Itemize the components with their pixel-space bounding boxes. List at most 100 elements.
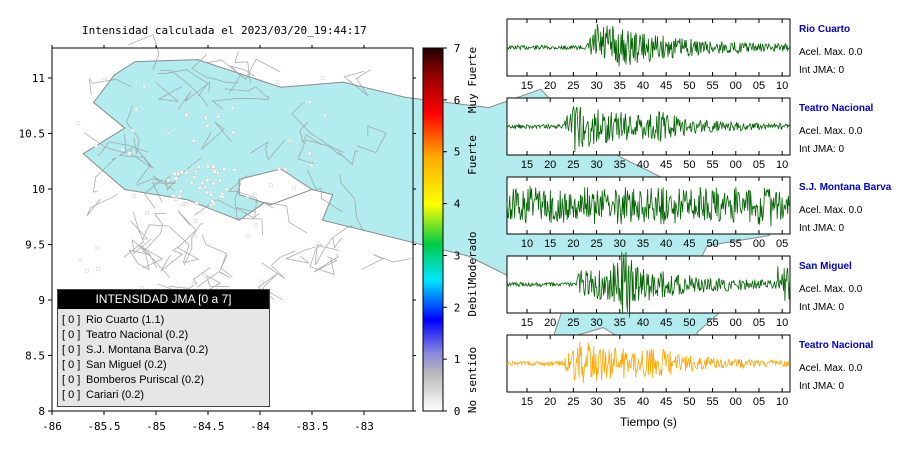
map-y-tick-label: 10 <box>32 183 45 196</box>
legend-station-label: Bomberos Puriscal (0.2) <box>86 374 204 386</box>
station-name: Teatro Nacional <box>799 340 874 351</box>
map-y-tick-label: 8 <box>38 405 45 418</box>
seismogram-tick-label: 40 <box>637 159 649 171</box>
legend-intensity-box: [ 0 ] <box>62 359 81 371</box>
town-markers <box>76 76 327 296</box>
colorbar-tick-label: 5 <box>454 146 461 159</box>
seismogram-tick-label: 25 <box>567 317 579 329</box>
seismogram-tick-label: 30 <box>590 159 602 171</box>
seismogram-tick-label: 55 <box>730 238 742 250</box>
seismogram-tick-label: 30 <box>590 317 602 329</box>
seismogram-tick-label: 20 <box>544 396 556 408</box>
colorbar-category-label: Moderado <box>466 232 479 285</box>
station-name: Teatro Nacional <box>799 103 874 114</box>
seismogram-tick-label: 40 <box>637 396 649 408</box>
seismogram-tick-label: 30 <box>614 238 626 250</box>
seismogram-tick-label: 20 <box>544 317 556 329</box>
station-jma-intensity: Int JMA: 0 <box>799 381 845 392</box>
seismogram-tick-label: 20 <box>544 80 556 92</box>
legend-row: [ 0 ] Rio Cuarto (1.1) <box>58 313 269 328</box>
seismogram-tick-label: 00 <box>753 238 765 250</box>
colorbar-tick-label: 3 <box>454 249 461 262</box>
seismogram-tick-label: 40 <box>637 317 649 329</box>
colorbar-category-label: No sentido <box>466 347 479 413</box>
station-jma-intensity: Int JMA: 0 <box>799 223 845 234</box>
seismogram-tick-label: 20 <box>567 238 579 250</box>
seismogram-tick-label: 05 <box>776 238 788 250</box>
seismogram-tick-label: 05 <box>753 317 765 329</box>
seismogram-tick-label: 15 <box>521 159 533 171</box>
map-x-tick-label: -84 <box>250 420 270 433</box>
seismogram-tick-label: 00 <box>730 396 742 408</box>
seismogram-tick-label: 10 <box>521 238 533 250</box>
seismogram-tick-label: 35 <box>614 396 626 408</box>
intensity-legend: INTENSIDAD JMA [0 a 7] [ 0 ] Rio Cuarto (… <box>57 289 270 407</box>
station-name: S.J. Montana Barva <box>799 182 892 193</box>
colorbar-category-label: Fuerte <box>466 135 479 175</box>
road-network <box>84 34 412 308</box>
seismogram-tick-label: 55 <box>706 317 718 329</box>
station-jma-intensity: Int JMA: 0 <box>799 144 845 155</box>
map-y-tick-label: 10.5 <box>19 128 46 141</box>
legend-station-label: Rio Cuarto (1.1) <box>86 314 165 326</box>
seismogram-trace <box>506 23 791 67</box>
map-y-tick-label: 9 <box>38 294 45 307</box>
seismogram-trace <box>506 341 791 384</box>
seismogram-tick-label: 15 <box>521 317 533 329</box>
time-axis-label: Tiempo (s) <box>620 415 677 429</box>
seismogram-tick-label: 10 <box>776 317 788 329</box>
seismogram-tick-label: 25 <box>567 80 579 92</box>
seismogram-tick-label: 05 <box>753 80 765 92</box>
seismogram-tick-label: 35 <box>614 159 626 171</box>
seismogram-tick-label: 45 <box>683 238 695 250</box>
seismogram-tick-label: 45 <box>660 159 672 171</box>
seismogram-tick-label: 50 <box>683 159 695 171</box>
seismogram-tick-label: 35 <box>614 317 626 329</box>
legend-intensity-box: [ 0 ] <box>62 344 81 356</box>
map-x-tick-label: -85 <box>146 420 166 433</box>
legend-row: [ 0 ] Cariari (0.2) <box>58 388 269 403</box>
map-title: Intensidad calculada el 2023/03/20_19:44… <box>82 24 367 37</box>
seismogram-tick-label: 55 <box>706 80 718 92</box>
colorbar-tick-label: 1 <box>454 353 461 366</box>
seismogram-tick-label: 30 <box>590 396 602 408</box>
map-y-tick-label: 8.5 <box>25 350 45 363</box>
colorbar-tick-label: 0 <box>454 405 461 418</box>
legend-row: [ 0 ] San Miguel (0.2) <box>58 358 269 373</box>
seismogram-tick-label: 00 <box>730 80 742 92</box>
colorbar-tick-label: 4 <box>454 198 461 211</box>
seismogram-tick-label: 35 <box>614 80 626 92</box>
seismogram-tick-label: 50 <box>683 317 695 329</box>
seismogram-tick-label: 25 <box>590 238 602 250</box>
legend-intensity-box: [ 0 ] <box>62 329 81 341</box>
colorbar-category-label: Debil <box>466 283 479 316</box>
station-max-accel: Acel. Max. 0.0 <box>799 284 863 295</box>
legend-station-label: Teatro Nacional (0.2) <box>86 329 189 341</box>
seismogram-tick-label: 10 <box>776 159 788 171</box>
seismogram-trace <box>506 251 791 318</box>
station-max-accel: Acel. Max. 0.0 <box>799 47 863 58</box>
map-y-tick-label: 9.5 <box>25 239 45 252</box>
colorbar-tick-label: 7 <box>454 42 461 55</box>
legend-intensity-box: [ 0 ] <box>62 314 81 326</box>
legend-intensity-box: [ 0 ] <box>62 389 81 401</box>
legend-station-label: San Miguel (0.2) <box>86 359 167 371</box>
seismogram-tick-label: 10 <box>776 396 788 408</box>
seismogram-tick-label: 20 <box>544 159 556 171</box>
seismogram-tick-label: 35 <box>637 238 649 250</box>
seismogram-tick-label: 50 <box>683 396 695 408</box>
seismogram-tick-label: 50 <box>683 80 695 92</box>
seismogram-tick-label: 40 <box>637 80 649 92</box>
station-max-accel: Acel. Max. 0.0 <box>799 126 863 137</box>
seismogram-tick-label: 00 <box>730 159 742 171</box>
seismogram-tick-label: 55 <box>706 159 718 171</box>
map-x-tick-label: -85.5 <box>87 420 120 433</box>
legend-title: INTENSIDAD JMA [0 a 7] <box>58 290 269 309</box>
colorbar-tick-label: 2 <box>454 301 461 314</box>
seismogram-tick-label: 10 <box>776 80 788 92</box>
seismogram-tick-label: 40 <box>660 238 672 250</box>
seismogram-tick-label: 15 <box>521 396 533 408</box>
map-x-tick-label: -83.5 <box>295 420 328 433</box>
